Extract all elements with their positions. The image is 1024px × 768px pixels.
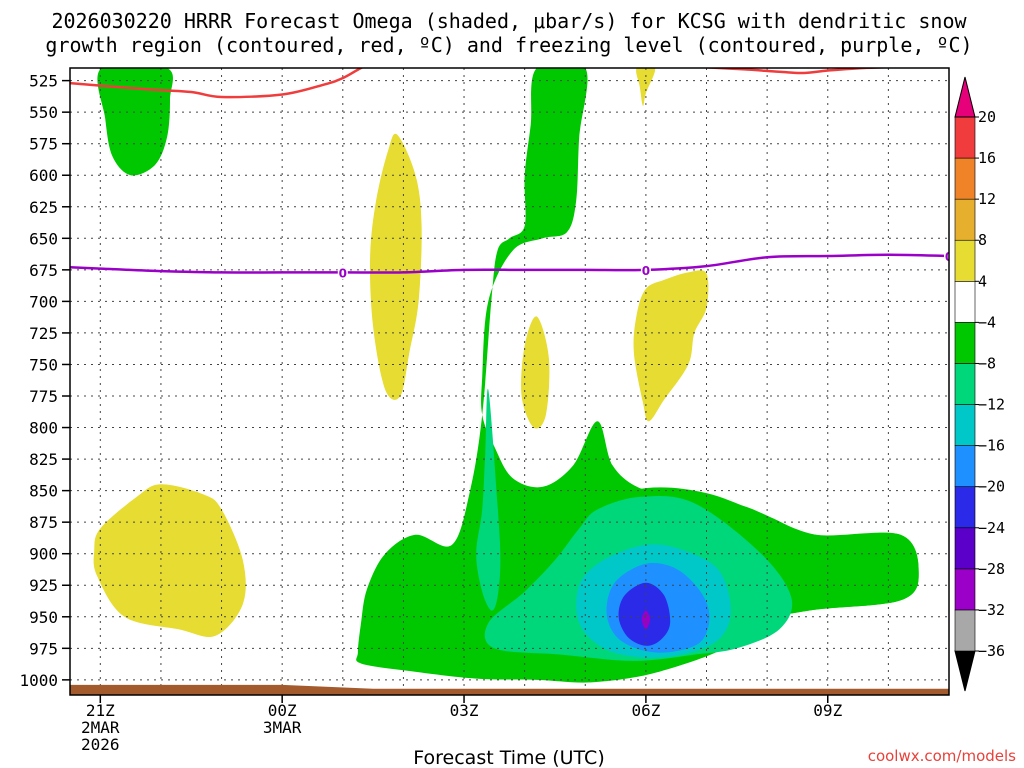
y-tick-label: 525 <box>29 72 58 91</box>
freezing-level-line <box>70 253 949 274</box>
colorbar-label: 8 <box>978 231 987 249</box>
y-tick-label: 950 <box>29 608 58 627</box>
dgz-contour-line <box>70 68 905 99</box>
y-tick-label: 800 <box>29 419 58 438</box>
x-tick-label: 09Z <box>813 701 842 720</box>
colorbar-top-arrow <box>954 76 976 118</box>
freezing-level-label-bg <box>944 247 949 263</box>
colorbar-label: −16 <box>978 437 1005 455</box>
colorbar-label: −4 <box>978 313 996 331</box>
freezing-level-label: 0 <box>339 266 347 280</box>
colorbar-swatch <box>954 527 976 570</box>
colorbar-bottom-arrow <box>954 650 976 692</box>
colorbar-swatch <box>954 281 976 323</box>
omega-region-green-top-left <box>97 68 173 176</box>
freezing-level-label: 0 <box>642 264 650 278</box>
plot-frame <box>69 67 950 696</box>
colorbar-swatch <box>954 445 976 487</box>
contour-lines: 0 0 0 <box>70 68 953 280</box>
omega-region-magenta-dot <box>641 610 651 630</box>
positive-omega-layer <box>93 68 709 637</box>
y-tick-label: 675 <box>29 261 58 280</box>
colorbar-label: −8 <box>978 354 996 372</box>
x-tick-label: 21Z <box>86 701 115 720</box>
colorbar-swatch <box>954 198 976 241</box>
colorbar-swatch <box>954 609 976 652</box>
colorbar-label: −12 <box>978 396 1005 414</box>
y-tick-label: 650 <box>29 229 58 248</box>
y-tick-label: 850 <box>29 482 58 501</box>
colorbar-swatch <box>954 404 976 446</box>
ground-layer <box>70 684 949 695</box>
y-tick-label: 975 <box>29 639 58 658</box>
y-axis-ticks: 525 550 575 600 625 650 675 700 725 750 775 800 825 8… <box>19 72 70 690</box>
y-tick-label: 575 <box>29 135 58 154</box>
y-tick-label: 700 <box>29 292 58 311</box>
colorbar-label: 20 <box>978 108 996 126</box>
colorbar-swatch <box>954 322 976 364</box>
omega-region-yellow-top-sliver <box>636 68 656 106</box>
y-tick-label: 900 <box>29 545 58 564</box>
colorbar-swatch <box>954 568 976 611</box>
y-tick-label: 625 <box>29 198 58 217</box>
colorbar-swatch <box>954 239 976 282</box>
colorbar-swatch <box>954 157 976 200</box>
colorbar-label: −32 <box>978 601 1005 619</box>
omega-region-yellow-small-column <box>521 316 550 429</box>
x-tick-label: 00Z <box>268 701 297 720</box>
omega-region-yellow-right-mid <box>633 270 709 422</box>
x-tick-label: 2026 <box>81 735 120 754</box>
colorbar-swatch <box>954 486 976 529</box>
freezing-level-label-bg <box>640 261 651 277</box>
colorbar-label: −24 <box>978 519 1005 537</box>
omega-region-teal-thin-column <box>476 388 501 611</box>
colorbar-swatch <box>954 116 976 159</box>
x-tick-label: 03Z <box>450 701 479 720</box>
x-tick-label: 3MAR <box>263 718 302 737</box>
colorbar-swatch <box>954 363 976 405</box>
y-tick-label: 600 <box>29 166 58 185</box>
x-tick-label: 06Z <box>631 701 660 720</box>
x-axis-title: Forecast Time (UTC) <box>413 747 604 768</box>
y-tick-label: 775 <box>29 387 58 406</box>
y-tick-label: 1000 <box>19 671 58 690</box>
freezing-level-label-bg <box>337 264 348 280</box>
colorbar-label: 12 <box>978 190 996 208</box>
x-tick-label: 2MAR <box>81 718 120 737</box>
chart-title-line-1: 2026030220 HRRR Forecast Omega (shaded, … <box>51 9 967 33</box>
negative-omega-layer <box>97 68 919 683</box>
colorbar-label: −36 <box>978 642 1005 660</box>
colorbar-label: 16 <box>978 149 996 167</box>
chart-title-line-2: growth region (contoured, red, ºC) and f… <box>45 33 972 57</box>
y-tick-label: 875 <box>29 513 58 532</box>
credit-text[interactable]: coolwx.com/models <box>868 747 1016 765</box>
plot-area: 0 0 0 <box>70 68 953 695</box>
y-tick-label: 925 <box>29 576 58 595</box>
y-tick-label: 725 <box>29 324 58 343</box>
colorbar-label: −28 <box>978 560 1005 578</box>
y-tick-label: 750 <box>29 355 58 374</box>
colorbar-label: 4 <box>978 272 987 290</box>
colorbar-label: −20 <box>978 478 1005 496</box>
ground-surface <box>70 684 949 695</box>
colorbar: −36 −32 −28 −24 −20 −16 −12 −8 −4 4 8 12 16 20 <box>954 76 1005 692</box>
y-tick-label: 550 <box>29 103 58 122</box>
omega-region-yellow-narrow-column <box>369 133 422 400</box>
freezing-level-label: 0 <box>945 250 953 264</box>
y-tick-label: 825 <box>29 450 58 469</box>
omega-region-yellow-left-low <box>93 484 246 637</box>
